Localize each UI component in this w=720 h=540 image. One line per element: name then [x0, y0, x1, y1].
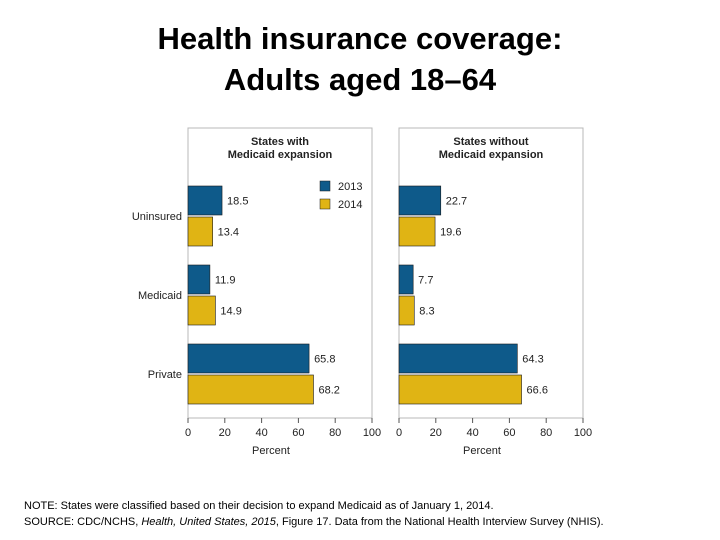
x-tick-label: 60 — [503, 427, 515, 439]
x-tick-label: 100 — [574, 427, 592, 439]
legend-label: 2014 — [338, 199, 362, 211]
bar — [187, 374, 314, 405]
x-tick-label: 60 — [292, 427, 304, 439]
x-tick-label: 20 — [430, 427, 442, 439]
panel-title-line1: States with — [251, 136, 309, 148]
x-axis-label: Percent — [463, 445, 501, 457]
footer-note: NOTE: States were classified based on th… — [24, 500, 494, 512]
bar — [187, 343, 310, 374]
bar — [398, 216, 436, 247]
bar — [398, 185, 442, 216]
bar — [398, 264, 414, 295]
category-label: Medicaid — [138, 290, 182, 302]
bar — [398, 374, 522, 405]
x-axis-label: Percent — [252, 445, 290, 457]
source-prefix: SOURCE: CDC/NCHS, — [24, 516, 142, 528]
slide-title: Health insurance coverage: Adults aged 1… — [0, 18, 720, 100]
slide-title-line2: Adults aged 18–64 — [223, 62, 497, 97]
slide-title-line1: Health insurance coverage: — [157, 21, 563, 56]
bar — [398, 295, 415, 326]
bar — [187, 264, 211, 295]
bar-value-label: 11.9 — [215, 275, 236, 287]
panel-frame — [398, 127, 584, 419]
bar — [398, 343, 518, 374]
footer-source: SOURCE: CDC/NCHS, Health, United States,… — [24, 514, 714, 530]
bar-value-label: 7.7 — [418, 275, 433, 287]
panel-title-line2: Medicaid expansion — [439, 149, 544, 161]
legend-label: 2013 — [338, 181, 362, 193]
legend-swatch — [319, 198, 331, 210]
bar-value-label: 22.7 — [446, 196, 467, 208]
panel-title-line2: Medicaid expansion — [228, 149, 333, 161]
x-tick-label: 40 — [255, 427, 267, 439]
panel-frame — [187, 127, 373, 419]
bar — [187, 295, 216, 326]
panel-title-line1: States without — [453, 136, 529, 148]
bar-value-label: 68.2 — [318, 385, 339, 397]
x-tick-label: 80 — [540, 427, 552, 439]
x-tick-label: 40 — [466, 427, 478, 439]
x-tick-label: 0 — [185, 427, 191, 439]
bar-value-label: 13.4 — [218, 227, 239, 239]
category-label: Private — [148, 369, 182, 381]
x-tick-label: 100 — [363, 427, 381, 439]
category-label: Uninsured — [132, 211, 182, 223]
x-tick-label: 20 — [219, 427, 231, 439]
source-title: Health, United States, 2015 — [141, 516, 276, 528]
bar-value-label: 66.6 — [527, 385, 548, 397]
x-tick-label: 80 — [329, 427, 341, 439]
bar-value-label: 8.3 — [419, 306, 434, 318]
source-rest: , Figure 17. Data from the National Heal… — [275, 516, 604, 528]
bar-value-label: 65.8 — [314, 354, 335, 366]
bar — [187, 216, 213, 247]
x-tick-label: 0 — [396, 427, 402, 439]
bar-value-label: 18.5 — [227, 196, 248, 208]
bar-value-label: 14.9 — [220, 306, 241, 318]
footer: NOTE: States were classified based on th… — [24, 498, 714, 530]
bar-value-label: 19.6 — [440, 227, 461, 239]
bar — [187, 185, 223, 216]
bar-value-label: 64.3 — [522, 354, 543, 366]
legend-swatch — [319, 180, 331, 192]
